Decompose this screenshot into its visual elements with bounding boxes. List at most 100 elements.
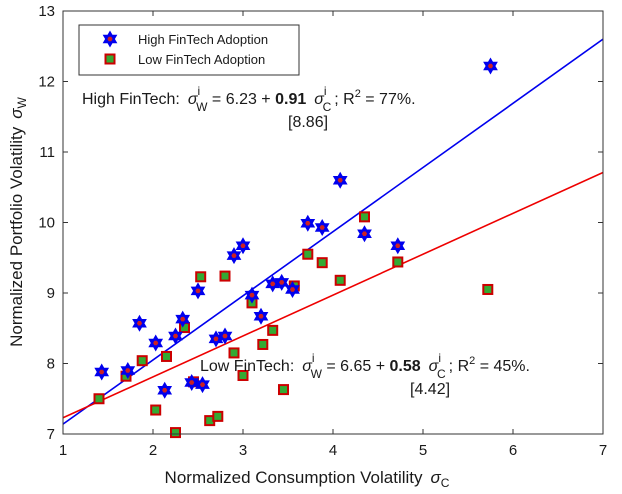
- y-tick-label-2: 9: [47, 285, 55, 302]
- point-s1-21: [334, 274, 346, 286]
- annotation-high-sigma-c: σ: [314, 91, 325, 108]
- point-s1-16: [267, 324, 279, 336]
- point-s0-4: [157, 381, 173, 399]
- point-s0-5: [168, 327, 183, 345]
- series-1: [93, 211, 494, 439]
- x-tick-label-0: 1: [59, 442, 67, 459]
- point-s0-23: [390, 237, 406, 255]
- annotation-high-sub-c: C: [323, 100, 332, 114]
- annotation-low-r2: 2: [469, 355, 475, 367]
- point-s0-2: [132, 314, 147, 332]
- y-tick-label-0: 7: [47, 426, 55, 443]
- y-tick-label-6: 13: [38, 3, 55, 20]
- x-tick-label-3: 4: [329, 442, 337, 459]
- annotation-high-r2: 2: [355, 88, 361, 100]
- point-s0-6: [175, 310, 191, 328]
- x-axis-subscript: C: [441, 476, 450, 490]
- series-0: [94, 57, 498, 399]
- x-tick-label-1: 2: [149, 442, 157, 459]
- annotation-high-eq: = 6.23 +: [207, 91, 275, 108]
- point-s1-13: [237, 369, 249, 381]
- annotation-high-tstat: [8.86]: [288, 114, 328, 131]
- point-s0-22: [357, 225, 372, 243]
- point-s0-15: [253, 307, 269, 325]
- annotation-low-sub-c: C: [437, 367, 446, 381]
- annotation-low-tstat: [4.42]: [410, 381, 450, 398]
- x-axis-symbol: σ: [431, 468, 442, 487]
- point-s0-3: [148, 334, 164, 352]
- annotation-high-tail: ; R: [334, 91, 354, 108]
- y-axis-subscript: W: [15, 96, 29, 108]
- legend-marker-low: [104, 53, 116, 65]
- legend: High FinTech Adoption Low FinTech Adopti…: [78, 24, 300, 76]
- point-s0-19: [300, 214, 316, 232]
- annotation-high-sup-c: i: [324, 84, 327, 98]
- annotation-high-equation: High FinTech: σi W = 6.23 + 0.91 σi C; R2 = …: [82, 84, 416, 114]
- x-tick-label-5: 6: [509, 442, 517, 459]
- annotation-low-r2val: = 45%.: [475, 358, 530, 375]
- point-s1-3: [150, 404, 162, 416]
- point-s1-10: [212, 410, 224, 422]
- point-s1-0: [93, 393, 105, 405]
- point-s1-2: [136, 355, 148, 367]
- y-tick-label-5: 12: [38, 74, 55, 91]
- point-s1-5: [170, 427, 181, 439]
- annotation-high-sub-w: W: [196, 100, 208, 114]
- fit-line-1: [63, 171, 603, 419]
- point-s0-21: [332, 171, 348, 189]
- annotation-low-equation: Low FinTech: σi W = 6.65 + 0.58 σi C; R2 = 4…: [200, 351, 530, 381]
- annotation-low-sigma: σ: [302, 358, 313, 375]
- point-s0-9: [195, 376, 210, 394]
- scatter-series: [93, 57, 498, 439]
- point-s1-20: [316, 257, 328, 269]
- point-s0-7: [184, 374, 200, 392]
- legend-box: [78, 24, 300, 76]
- annotation-low-sigma-c: σ: [429, 358, 440, 375]
- annotation-low: Low FinTech: σi W = 6.65 + 0.58 σi C; R2 = 4…: [200, 351, 530, 398]
- legend-marker-high: [102, 30, 118, 48]
- annotation-high-sup: i: [197, 84, 200, 98]
- annotation-low-sup: i: [312, 351, 315, 365]
- legend-symbol-low: [104, 53, 116, 65]
- x-axis-label: Normalized Consumption Volatility σC: [165, 468, 450, 490]
- annotation-high-sigma: σ: [188, 91, 199, 108]
- x-tick-label-4: 5: [419, 442, 427, 459]
- annotation-low-eq: = 6.65 +: [322, 358, 390, 375]
- point-s1-15: [257, 338, 269, 350]
- legend-label-low: Low FinTech Adoption: [138, 52, 265, 67]
- annotation-low-tail: ; R: [449, 358, 469, 375]
- y-tick-label-1: 8: [47, 356, 55, 373]
- point-s1-11: [219, 270, 231, 282]
- annotation-high-label: High FinTech:: [82, 91, 180, 108]
- x-axis-label-text: Normalized Consumption Volatility: [165, 468, 423, 487]
- annotation-high-coef: 0.91: [275, 91, 306, 108]
- legend-label-high: High FinTech Adoption: [138, 32, 268, 47]
- x-tick-label-2: 3: [239, 442, 247, 459]
- y-axis-label-text: Normalized Portfolio Volatility: [7, 126, 26, 347]
- fit-line-0: [63, 38, 603, 425]
- point-s1-22: [359, 211, 370, 223]
- annotation-low-sub-w: W: [311, 367, 323, 381]
- annotation-high-r2val: = 77%.: [361, 91, 416, 108]
- annotation-low-coef: 0.58: [390, 358, 421, 375]
- point-s0-18: [285, 280, 300, 298]
- point-s0-8: [190, 282, 206, 300]
- point-s0-20: [314, 218, 330, 236]
- point-s1-19: [302, 248, 314, 260]
- annotation-low-label: Low FinTech:: [200, 358, 294, 375]
- point-s1-4: [161, 350, 172, 362]
- point-s0-0: [94, 363, 110, 381]
- point-s0-12: [226, 247, 242, 265]
- point-s1-8: [195, 271, 207, 283]
- fit-lines: [63, 38, 603, 425]
- point-s0-17: [274, 273, 290, 291]
- point-s1-24: [482, 283, 494, 295]
- annotation-low-sup-c: i: [438, 351, 441, 365]
- point-s0-10: [208, 330, 224, 348]
- point-s0-11: [217, 327, 233, 345]
- point-s0-1: [120, 362, 136, 380]
- annotation-high: High FinTech: σi W = 6.23 + 0.91 σi C; R2 = …: [82, 84, 416, 131]
- point-s0-24: [483, 57, 498, 75]
